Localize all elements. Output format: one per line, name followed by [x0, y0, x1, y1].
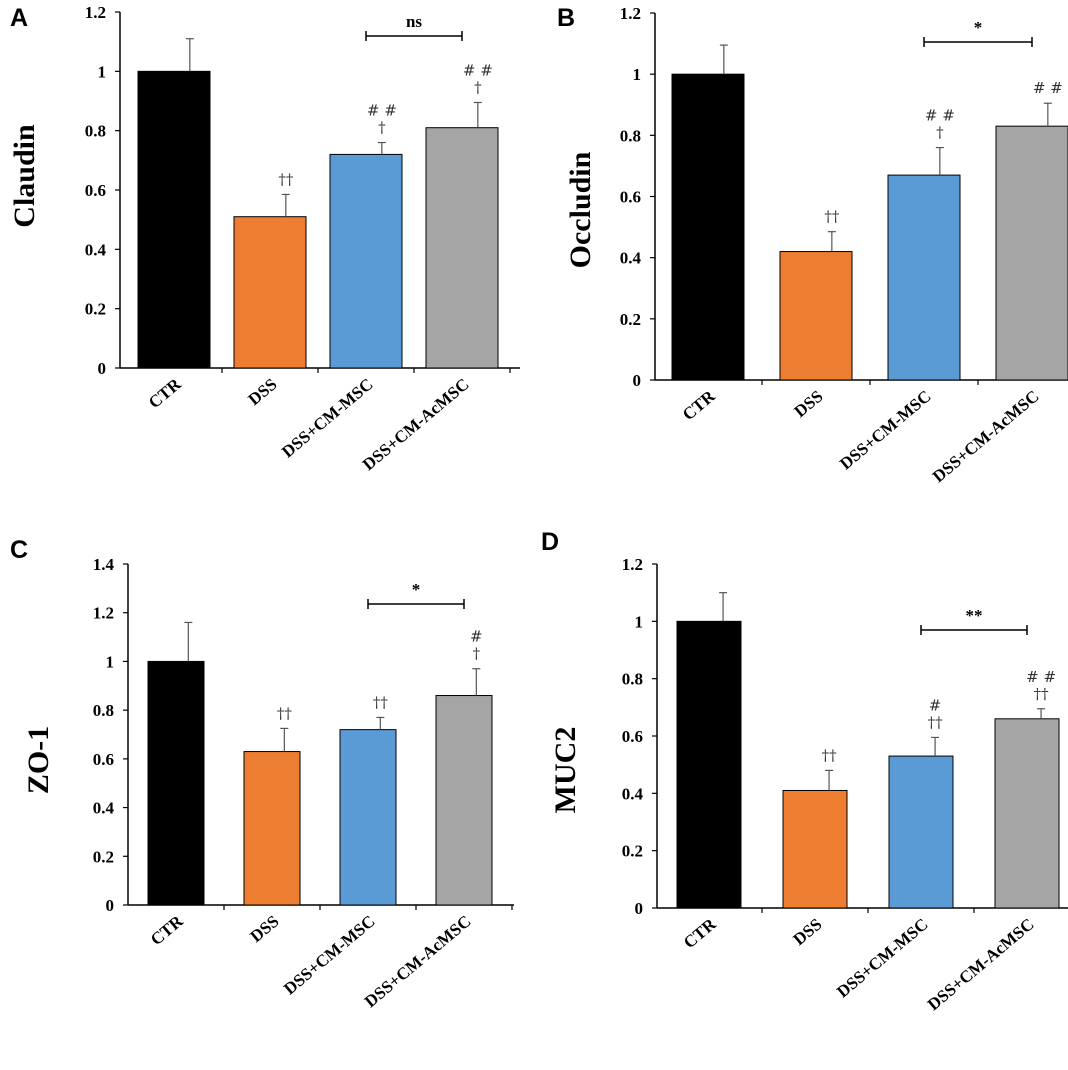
significance-mark: †† — [824, 208, 840, 226]
bar-ctr — [671, 73, 745, 381]
y-tick-label: 0 — [98, 359, 107, 378]
significance-mark: # — [929, 696, 942, 714]
significance-mark: # # — [367, 102, 397, 120]
significance-mark: †† — [928, 713, 944, 731]
y-tick-label: 1.2 — [85, 3, 106, 22]
category-label: DSS — [790, 387, 826, 422]
bar-dss-cm-msc — [887, 174, 961, 381]
y-tick-label: 0 — [106, 896, 115, 915]
bar-dss-cm-acmsc — [994, 718, 1060, 909]
category-label: DSS+CM-MSC — [833, 915, 932, 1002]
y-tick-label: 1.2 — [93, 604, 114, 623]
category-label: CTR — [147, 911, 187, 949]
y-tick-label: 0.6 — [622, 727, 643, 746]
category-label: CTR — [679, 386, 719, 424]
category-label: DSS+CM-MSC — [278, 375, 377, 462]
y-axis-title: Claudin — [8, 124, 41, 228]
y-tick-label: 1.2 — [620, 4, 641, 23]
y-tick-label: 0.4 — [85, 240, 107, 259]
panel-d: D MUC2 0 0.2 0.4 0.6 0.8 1 1.2 CTR DSS †† DSS+CM-MSC… — [541, 528, 1068, 1014]
category-label: DSS — [789, 915, 825, 950]
y-tick-label: 0.2 — [85, 300, 106, 319]
comparison-label: ** — [966, 606, 983, 625]
y-tick-label: 0 — [633, 371, 642, 390]
bar-ctr — [137, 70, 211, 369]
significance-mark: † — [474, 78, 482, 96]
panel-letter: C — [10, 536, 28, 564]
panel-b: B Occludin 0 0.2 0.4 0.6 0.8 1 1.2 CTR DSS †† DSS+CM… — [557, 4, 1068, 486]
category-label: CTR — [145, 374, 185, 412]
significance-mark: # # — [463, 61, 493, 79]
y-tick-label: 1.2 — [622, 555, 643, 574]
significance-mark: † — [936, 124, 944, 142]
comparison-label: * — [974, 18, 983, 37]
bar-dss — [233, 216, 307, 369]
y-tick-label: 0.4 — [620, 249, 642, 268]
significance-mark: † — [473, 645, 481, 663]
significance-mark: # # — [1033, 79, 1063, 97]
y-axis-title: MUC2 — [549, 727, 582, 814]
panel-letter: D — [541, 528, 559, 556]
category-label: DSS+CM-AcMSC — [924, 915, 1038, 1015]
y-tick-label: 0.8 — [85, 122, 106, 141]
bar-ctr — [147, 660, 205, 906]
y-tick-label: 0.6 — [620, 188, 641, 207]
y-tick-label: 0.8 — [620, 126, 641, 145]
bar-dss-cm-msc — [888, 755, 954, 909]
bar-dss-cm-msc — [339, 729, 397, 906]
bar-dss-cm-acmsc — [425, 127, 499, 369]
bar-dss-cm-acmsc — [435, 695, 493, 906]
y-tick-label: 0.6 — [93, 750, 114, 769]
category-label: DSS — [246, 912, 282, 947]
category-label: DSS+CM-MSC — [836, 387, 935, 474]
y-axis-title: ZO-1 — [22, 726, 55, 794]
category-label: DSS+CM-MSC — [280, 912, 379, 999]
y-tick-label: 1 — [98, 62, 107, 81]
bar-ctr — [676, 620, 742, 909]
significance-mark: # # — [925, 107, 955, 125]
significance-mark: †† — [822, 746, 838, 764]
category-label: DSS+CM-AcMSC — [929, 387, 1043, 487]
y-axis-title: Occludin — [564, 151, 597, 268]
panel-letter: A — [10, 4, 28, 32]
y-tick-label: 1 — [633, 65, 642, 84]
bar-dss — [243, 751, 301, 906]
category-label: CTR — [680, 914, 720, 952]
bar-dss — [779, 251, 853, 381]
y-tick-label: 0.2 — [93, 847, 114, 866]
category-label: DSS — [244, 375, 280, 410]
significance-mark: †† — [278, 170, 294, 188]
significance-mark: †† — [277, 704, 293, 722]
y-tick-label: 0.2 — [622, 842, 643, 861]
y-tick-label: 1.4 — [93, 555, 115, 574]
significance-mark: # — [470, 628, 483, 646]
panel-letter: B — [557, 4, 575, 32]
significance-mark: †† — [1034, 685, 1050, 703]
y-tick-label: 0.2 — [620, 310, 641, 329]
y-tick-label: 0.4 — [93, 799, 115, 818]
panel-c: C ZO-1 0 0.2 0.4 0.6 0.8 1 1.2 1.4 CTR DSS †† DSS+CM-… — [10, 536, 514, 1011]
significance-mark: †† — [373, 693, 389, 711]
y-tick-label: 1 — [635, 612, 644, 631]
comparison-label: * — [412, 580, 421, 599]
significance-mark: † — [378, 119, 386, 137]
y-tick-label: 0 — [635, 899, 644, 918]
bar-dss — [782, 789, 848, 909]
significance-mark: # # — [1026, 668, 1056, 686]
y-tick-label: 0.8 — [622, 670, 643, 689]
y-tick-label: 0.8 — [93, 701, 114, 720]
y-tick-label: 0.4 — [622, 784, 644, 803]
y-tick-label: 1 — [106, 652, 115, 671]
comparison-label: ns — [406, 12, 422, 31]
bar-dss-cm-acmsc — [995, 125, 1068, 381]
y-tick-label: 0.6 — [85, 181, 106, 200]
bar-dss-cm-msc — [329, 153, 403, 369]
